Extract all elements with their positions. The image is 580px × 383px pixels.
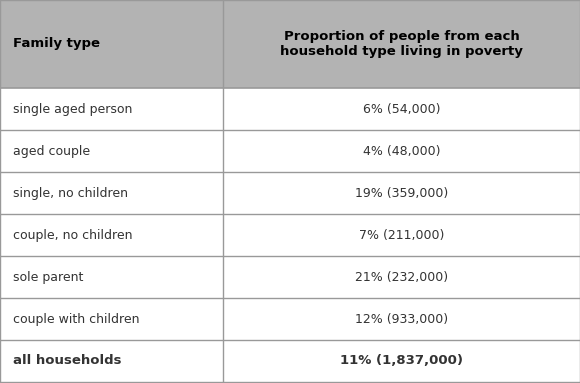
- Bar: [0, 256, 580, 298]
- Text: sole parent: sole parent: [13, 270, 84, 283]
- Text: 12% (933,000): 12% (933,000): [355, 313, 448, 326]
- Text: 11% (1,837,000): 11% (1,837,000): [340, 355, 463, 368]
- Text: Family type: Family type: [13, 38, 100, 51]
- Bar: [0, 130, 580, 172]
- Text: Proportion of people from each
household type living in poverty: Proportion of people from each household…: [280, 30, 523, 58]
- Text: 19% (359,000): 19% (359,000): [355, 187, 448, 200]
- Bar: [0, 88, 580, 130]
- Text: single aged person: single aged person: [13, 103, 133, 116]
- Text: 6% (54,000): 6% (54,000): [363, 103, 440, 116]
- Text: all households: all households: [13, 355, 122, 368]
- Bar: [0, 298, 580, 340]
- Text: 21% (232,000): 21% (232,000): [355, 270, 448, 283]
- Bar: [0, 214, 580, 256]
- Bar: [0, 340, 580, 382]
- Bar: [0, 172, 580, 214]
- Text: aged couple: aged couple: [13, 144, 90, 157]
- Text: 4% (48,000): 4% (48,000): [363, 144, 440, 157]
- Text: couple, no children: couple, no children: [13, 229, 133, 242]
- Text: single, no children: single, no children: [13, 187, 128, 200]
- Text: 7% (211,000): 7% (211,000): [359, 229, 444, 242]
- Text: couple with children: couple with children: [13, 313, 140, 326]
- Bar: [0, 0, 580, 88]
